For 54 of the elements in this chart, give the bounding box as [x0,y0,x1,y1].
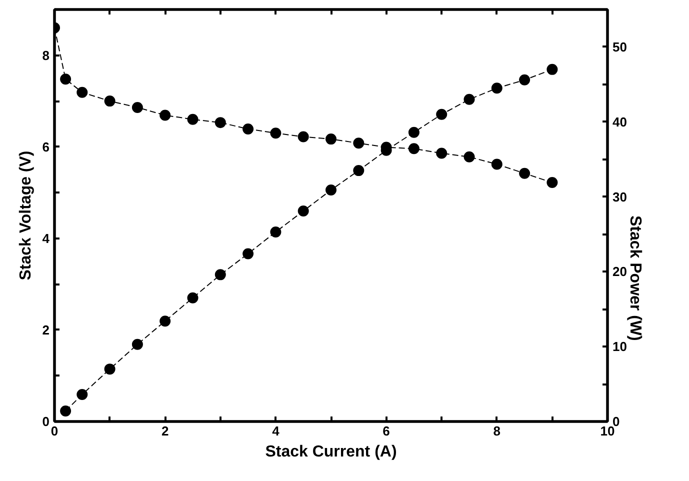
x-axis-title: Stack Current (A) [265,444,397,460]
point [436,108,448,120]
point [60,74,72,85]
point [408,126,420,138]
y2-axis-title: Stack Power (W) [626,216,644,341]
point [353,165,364,176]
point [408,143,420,154]
y-tick-label: 8 [42,48,50,63]
point [519,168,530,179]
point [104,364,116,375]
point [519,74,530,86]
x-tick-label: 6 [382,424,390,438]
point [353,138,364,149]
y-tick-label: 6 [42,139,50,154]
point [160,316,171,327]
point [464,94,475,105]
x-tick-label: 8 [493,424,501,438]
point [326,134,336,145]
y-axis-title: Stack Voltage (V) [17,150,34,280]
point [326,184,336,196]
point [132,102,143,113]
point [132,338,143,350]
point [491,158,502,170]
point [546,64,558,75]
point [104,96,116,107]
y-tick-label: 4 [42,230,50,246]
point [214,117,226,128]
point [187,292,198,304]
point [76,389,88,400]
y-tick-label: 2 [42,322,50,338]
x-tick-label: 4 [272,424,280,438]
point [270,226,282,238]
point [491,82,502,94]
point [436,148,448,159]
point [160,110,171,121]
y2-tick-label: 0 [612,414,620,429]
y2-tick-label: 40 [612,114,627,130]
point [60,406,72,417]
y2-tick-label: 20 [612,264,627,280]
point [546,177,558,188]
point [464,151,475,162]
point [214,269,226,280]
y2-tick-label: 50 [612,39,627,54]
point [242,123,254,134]
y2-tick-label: 30 [612,189,627,204]
point [187,114,198,125]
y-tick-label: 0 [42,414,50,429]
point [242,248,254,260]
point [298,131,309,142]
point [76,86,88,98]
y2-tick-label: 10 [612,339,627,354]
x-tick-label: 2 [161,424,169,438]
point [270,128,282,139]
point [298,206,309,216]
